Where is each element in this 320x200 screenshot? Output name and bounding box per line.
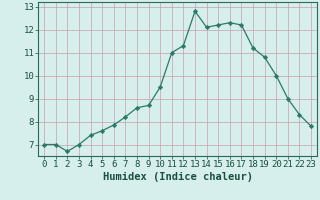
X-axis label: Humidex (Indice chaleur): Humidex (Indice chaleur) [103, 172, 252, 182]
